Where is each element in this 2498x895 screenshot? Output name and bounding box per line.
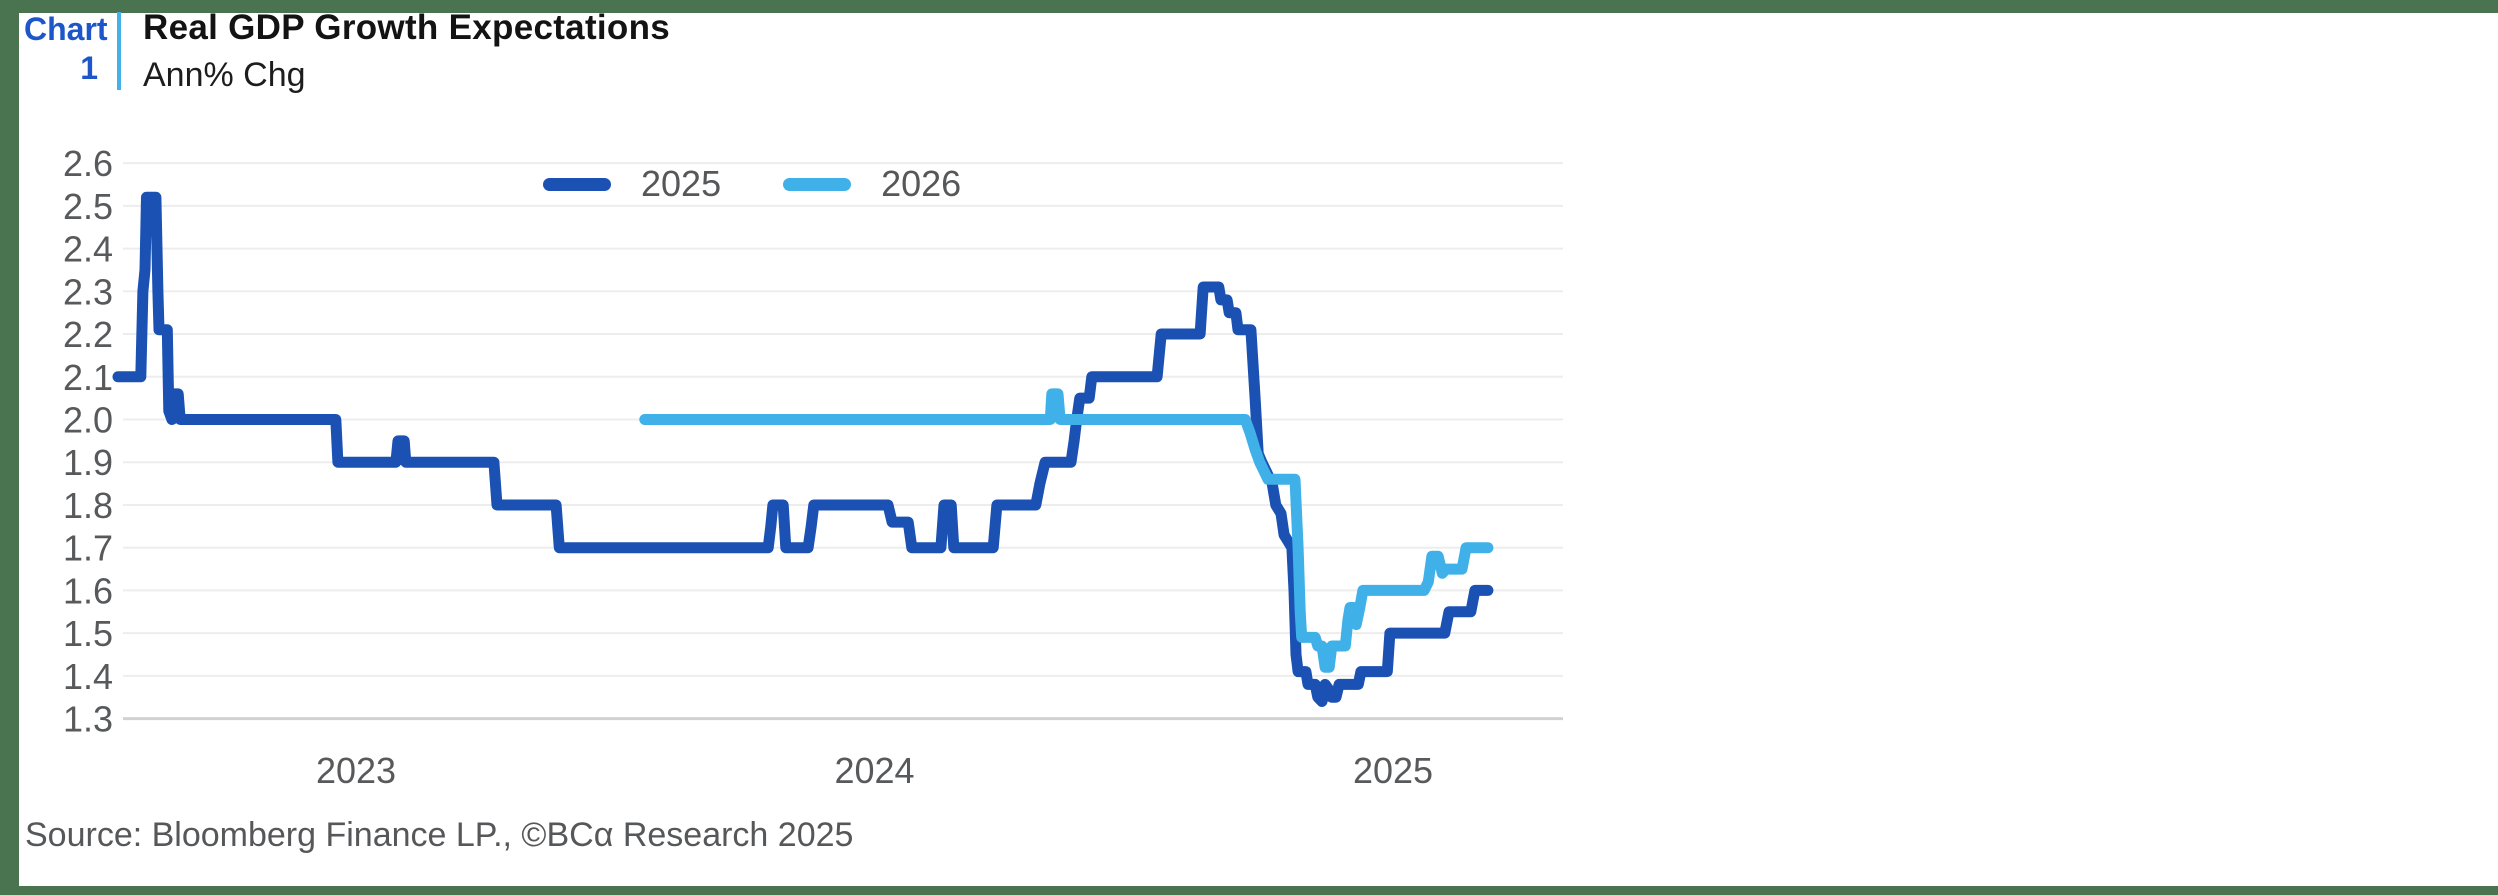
page-border-top — [0, 0, 2498, 13]
y-tick-label: 1.5 — [63, 613, 113, 654]
legend-label-2026: 2026 — [881, 163, 962, 204]
legend: 2025 2026 — [543, 163, 961, 205]
page-border-bottom — [0, 886, 2498, 895]
x-tick-label: 2024 — [834, 750, 914, 791]
series-line-2026 — [639, 388, 1494, 673]
x-axis-labels: 2023 2024 2025 — [316, 750, 1433, 791]
page-border-left — [0, 0, 19, 895]
y-tick-label: 2.3 — [63, 271, 113, 312]
y-tick-label: 1.3 — [63, 699, 113, 740]
legend-swatch-2025 — [543, 177, 611, 191]
series-line-2025 — [112, 191, 1494, 707]
y-tick-label: 1.8 — [63, 485, 113, 526]
chart-tag: Chart 1 — [24, 10, 108, 88]
y-tick-label: 2.5 — [63, 186, 113, 227]
chart-tag-label: Chart — [24, 11, 108, 47]
y-tick-label: 2.4 — [63, 229, 113, 270]
y-tick-label: 1.6 — [63, 570, 113, 611]
legend-item-2025: 2025 — [543, 163, 721, 205]
y-tick-label: 2.0 — [63, 400, 113, 441]
source-note: Source: Bloomberg Finance LP., ©BCα Rese… — [25, 816, 854, 854]
chart-title: Real GDP Growth Expectations — [143, 8, 671, 47]
chart-tag-number: 1 — [80, 50, 98, 87]
series-lines — [112, 191, 1494, 707]
chart-subtitle: Ann% Chg — [143, 56, 306, 94]
y-tick-label: 1.7 — [63, 528, 113, 569]
y-tick-label: 1.4 — [63, 656, 113, 697]
legend-item-2026: 2026 — [783, 163, 961, 205]
legend-label-2025: 2025 — [641, 163, 722, 204]
y-tick-label: 2.6 — [63, 143, 113, 184]
header-separator — [117, 12, 121, 90]
y-tick-label: 2.1 — [63, 357, 113, 398]
x-tick-label: 2023 — [316, 750, 396, 791]
y-axis-labels: 2.62.52.42.32.22.12.01.91.81.71.61.51.41… — [63, 143, 113, 739]
legend-swatch-2026 — [783, 177, 852, 191]
y-tick-label: 1.9 — [63, 442, 113, 483]
y-tick-label: 2.2 — [63, 314, 113, 355]
x-tick-label: 2025 — [1353, 750, 1433, 791]
chart-header: Real GDP Growth Expectations Ann% Chg — [143, 8, 670, 95]
